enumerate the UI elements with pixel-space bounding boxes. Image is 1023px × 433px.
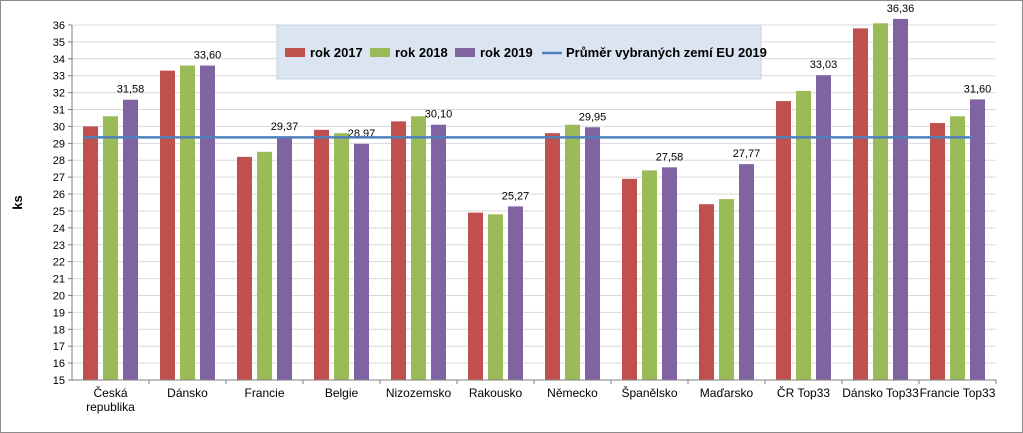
y-tick-label: 21 — [53, 274, 65, 286]
legend-label: rok 2019 — [480, 45, 533, 60]
y-tick-label: 35 — [53, 37, 65, 49]
bar — [123, 99, 138, 380]
bar — [160, 70, 175, 381]
data-label: 29,95 — [579, 111, 607, 123]
bar — [699, 204, 714, 380]
x-category-label: ČR Top33 — [777, 385, 830, 400]
y-tick-label: 27 — [53, 172, 65, 184]
data-label: 36,36 — [887, 3, 915, 15]
x-category-label: republika — [86, 400, 135, 414]
data-label: 33,60 — [194, 50, 222, 62]
bar — [739, 164, 754, 380]
bar — [893, 18, 908, 381]
data-label: 31,58 — [117, 84, 145, 96]
data-label: 31,60 — [964, 83, 992, 95]
bar — [642, 170, 657, 380]
x-category-label: Česká — [93, 385, 127, 400]
bar — [719, 199, 734, 380]
data-label: 30,10 — [425, 109, 453, 121]
bar — [796, 90, 811, 380]
x-category-label: Francie Top33 — [920, 386, 996, 400]
bar — [622, 178, 637, 380]
data-label: 27,58 — [656, 151, 684, 163]
legend-swatch — [285, 48, 305, 57]
bar — [200, 65, 215, 381]
bar — [411, 116, 426, 381]
bar — [334, 133, 349, 380]
bar — [488, 214, 503, 380]
x-category-label: Maďarsko — [700, 386, 754, 400]
bar — [565, 124, 580, 380]
bar — [873, 23, 888, 381]
bar — [776, 101, 791, 381]
y-tick-label: 33 — [53, 71, 65, 83]
x-category-label: Španělsko — [621, 385, 677, 400]
x-category-label: Německo — [547, 386, 598, 400]
y-tick-label: 20 — [53, 290, 65, 302]
bar — [816, 75, 831, 380]
bar — [391, 121, 406, 380]
bar — [508, 206, 523, 380]
data-label: 29,37 — [271, 121, 299, 133]
x-category-label: Belgie — [325, 386, 359, 400]
bar — [83, 126, 98, 380]
y-tick-label: 31 — [53, 105, 65, 117]
bar — [314, 129, 329, 380]
bar — [545, 133, 560, 380]
bar — [930, 123, 945, 381]
y-tick-label: 17 — [53, 341, 65, 353]
bar — [431, 124, 446, 380]
y-tick-label: 32 — [53, 88, 65, 100]
bar — [257, 151, 272, 380]
y-tick-label: 23 — [53, 240, 65, 252]
y-tick-label: 19 — [53, 307, 65, 319]
legend-label: Průměr vybraných zemí EU 2019 — [566, 45, 767, 60]
y-tick-label: 30 — [53, 121, 65, 133]
x-category-label: Francie — [244, 386, 284, 400]
y-tick-label: 22 — [53, 257, 65, 269]
x-category-label: Nizozemsko — [386, 386, 452, 400]
bar — [853, 28, 868, 381]
bar — [950, 116, 965, 381]
data-label: 25,27 — [502, 190, 530, 202]
y-tick-label: 28 — [53, 155, 65, 167]
y-tick-label: 18 — [53, 324, 65, 336]
data-label: 27,77 — [733, 148, 761, 160]
y-tick-label: 36 — [53, 20, 65, 32]
legend-swatch — [455, 48, 475, 57]
y-tick-label: 34 — [53, 54, 65, 66]
x-category-label: Dánsko Top33 — [842, 386, 919, 400]
bar — [180, 65, 195, 381]
legend-box — [276, 24, 762, 80]
y-tick-label: 29 — [53, 138, 65, 150]
y-axis-title: ks — [10, 195, 25, 209]
y-tick-label: 26 — [53, 189, 65, 201]
bar — [662, 167, 677, 380]
bar — [468, 212, 483, 380]
bar — [103, 116, 118, 381]
bar — [354, 143, 369, 380]
bar — [237, 156, 252, 380]
bar — [585, 127, 600, 381]
y-tick-label: 24 — [53, 223, 65, 235]
y-tick-label: 25 — [53, 206, 65, 218]
y-tick-label: 15 — [53, 375, 65, 387]
legend-label: rok 2018 — [395, 45, 448, 60]
x-category-label: Dánsko — [167, 386, 208, 400]
x-category-label: Rakousko — [469, 386, 523, 400]
data-label: 33,03 — [810, 59, 838, 71]
legend-swatch — [370, 48, 390, 57]
y-tick-label: 16 — [53, 358, 65, 370]
bar — [277, 137, 292, 380]
legend-label: rok 2017 — [310, 45, 363, 60]
bar — [970, 99, 985, 380]
